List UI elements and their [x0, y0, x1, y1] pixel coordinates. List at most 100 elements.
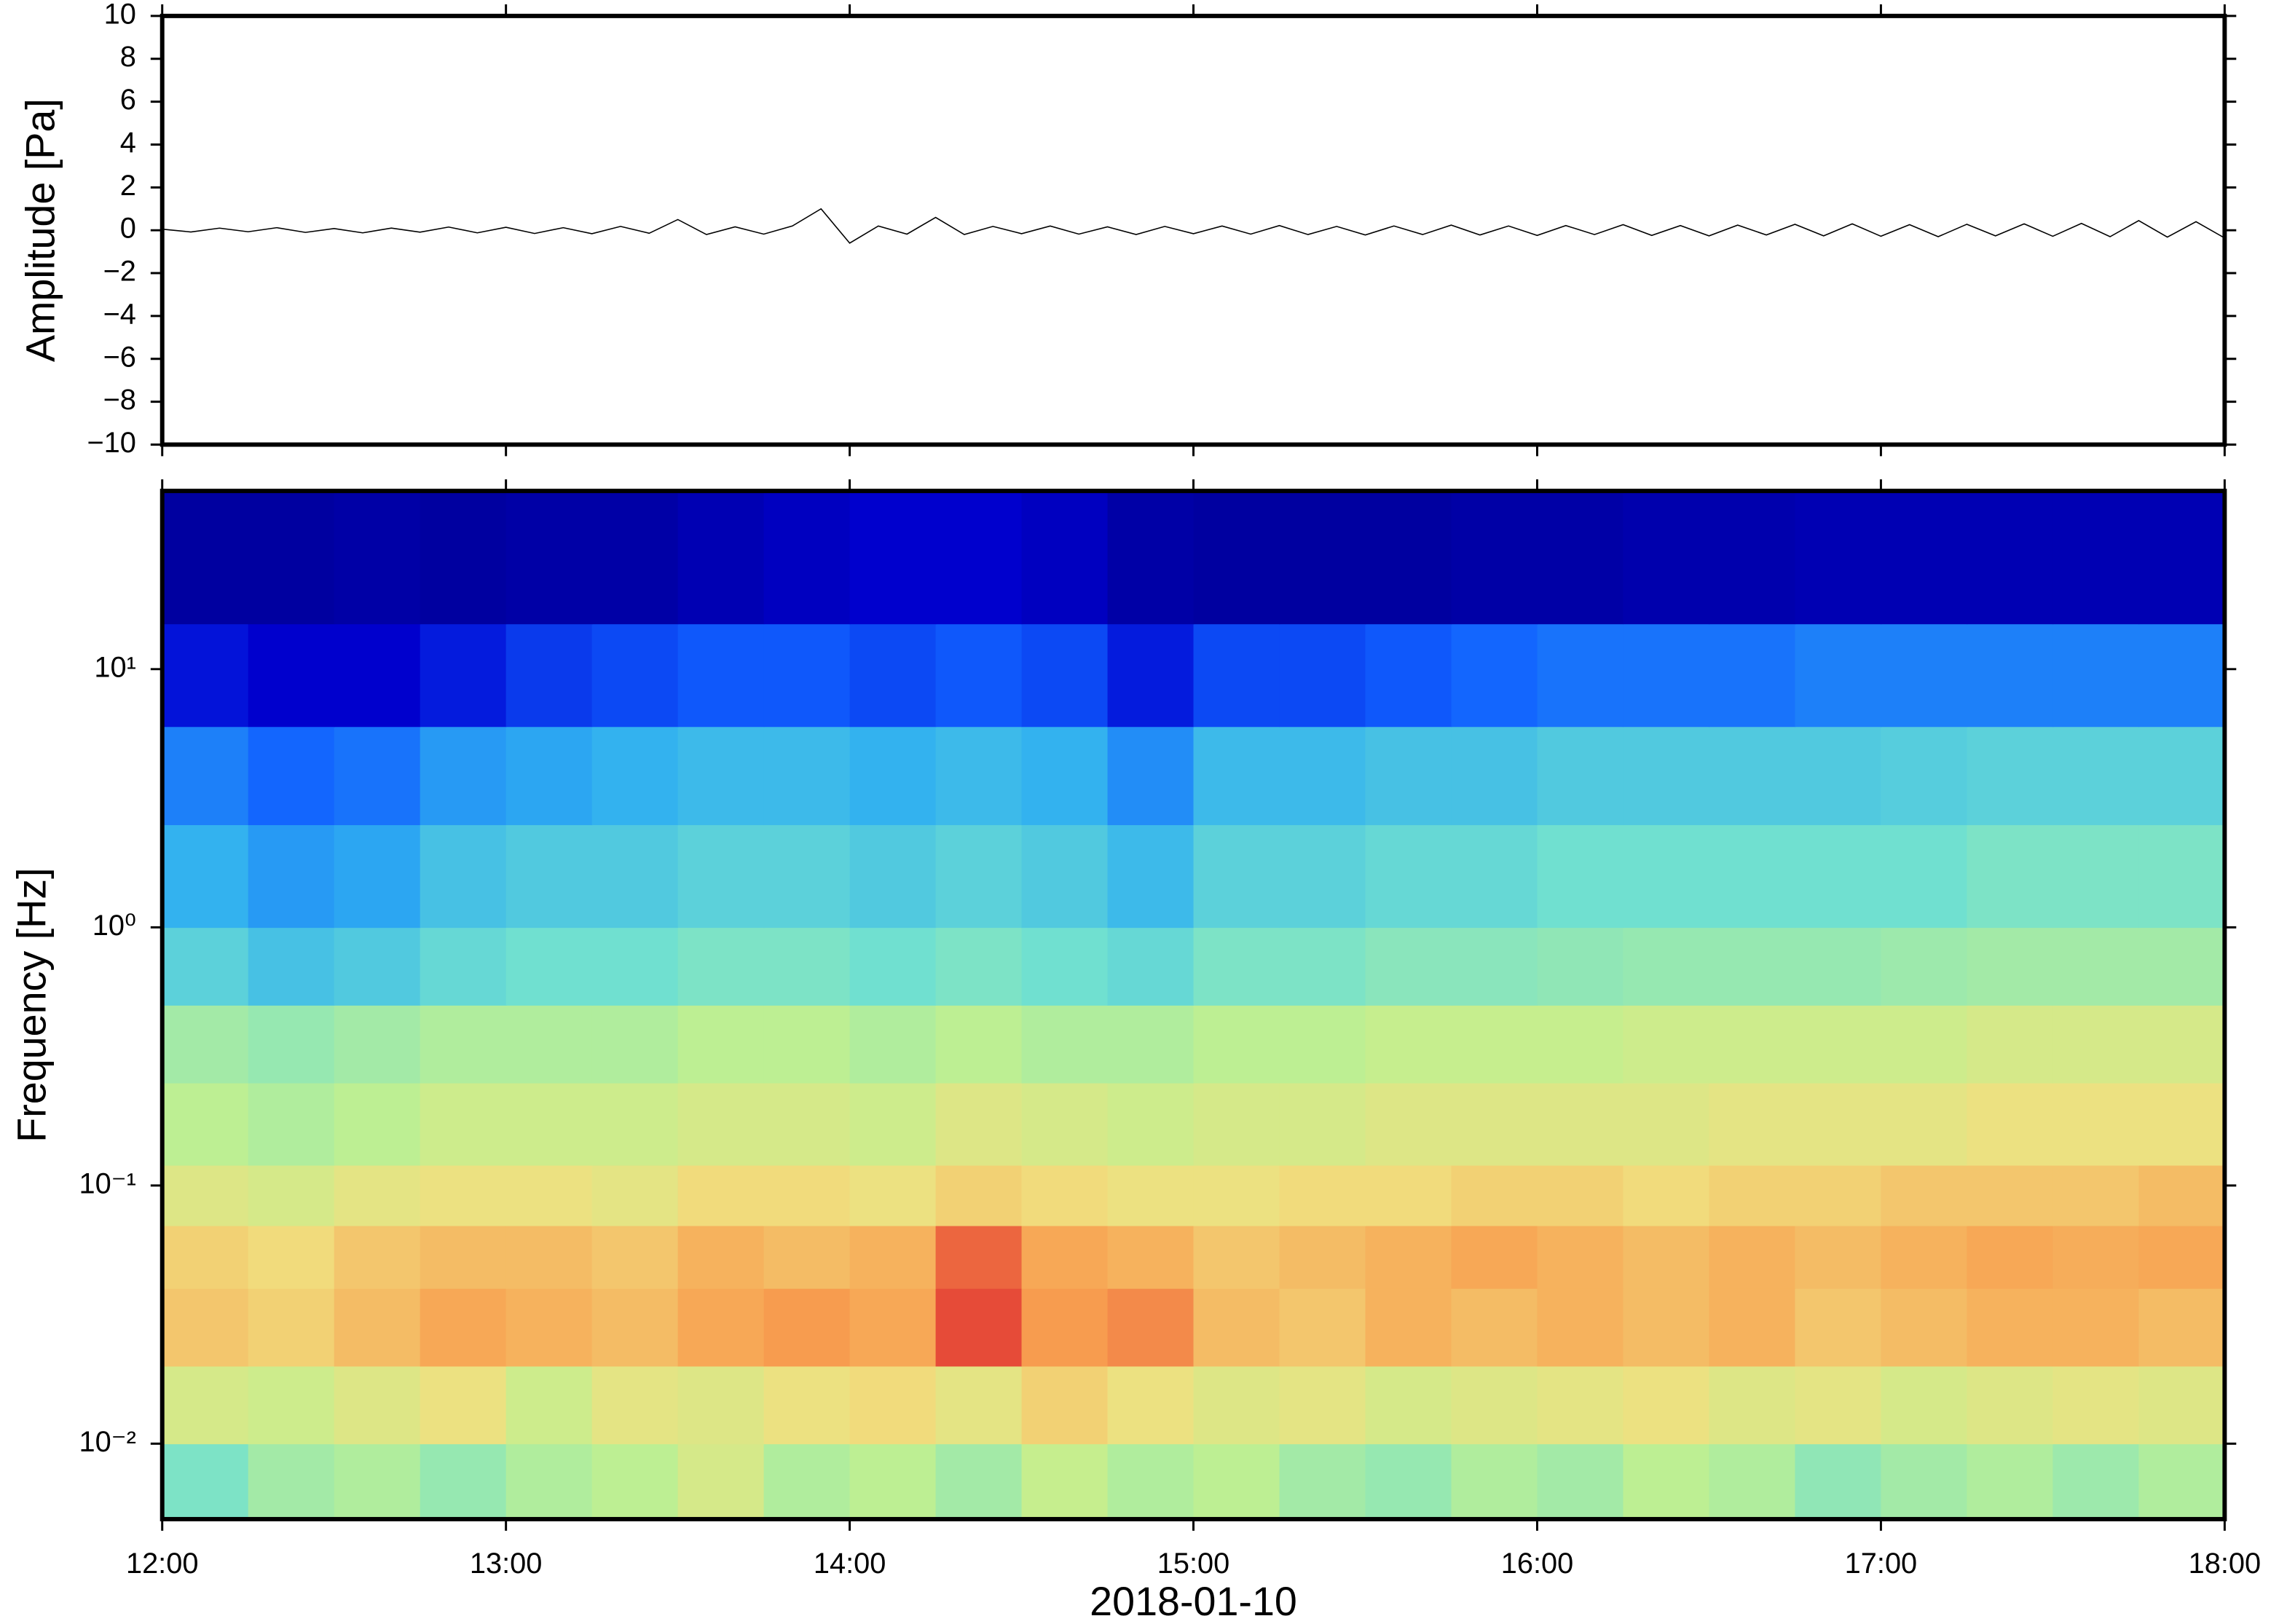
heat-cell	[334, 1164, 421, 1226]
waveform	[162, 208, 2225, 244]
heat-cell	[591, 1082, 679, 1166]
heat-cell	[2138, 1005, 2226, 1084]
heat-cell	[763, 1365, 851, 1445]
heat-cell	[248, 623, 335, 728]
heat-cell	[505, 1225, 593, 1289]
y-tick-label: 10⁻²	[79, 1426, 135, 1458]
heat-cell	[1795, 623, 1882, 728]
x-tick-label: 15:00	[1157, 1548, 1230, 1580]
heat-cell	[591, 1164, 679, 1226]
heat-cell	[1967, 491, 2054, 625]
heat-cell	[420, 623, 507, 728]
heat-cell	[1107, 1164, 1194, 1226]
y-tick-label: −6	[103, 341, 136, 373]
heat-cell	[420, 824, 507, 929]
heat-cell	[1365, 1365, 1452, 1445]
heat-cell	[420, 726, 507, 826]
heat-cell	[677, 1005, 765, 1084]
x-axis-label: 2018-01-10	[1090, 1579, 1297, 1624]
heat-cell	[2138, 623, 2226, 728]
heat-cell	[1623, 623, 1710, 728]
heat-cell	[1279, 1225, 1366, 1289]
heat-cell	[1709, 927, 1796, 1006]
heat-cell	[2052, 491, 2140, 625]
heat-cell	[420, 927, 507, 1006]
heat-cell	[935, 1082, 1023, 1166]
heat-cell	[1107, 1288, 1194, 1367]
heat-cell	[1967, 824, 2054, 929]
heat-cell	[334, 1005, 421, 1084]
heat-cell	[248, 927, 335, 1006]
heat-cell	[505, 1365, 593, 1445]
y-axis-label: Frequency [Hz]	[9, 867, 54, 1142]
heat-cell	[420, 1082, 507, 1166]
heat-cell	[677, 1225, 765, 1289]
heat-cell	[1623, 927, 1710, 1006]
heat-cell	[677, 1082, 765, 1166]
heat-cell	[162, 1005, 249, 1084]
heat-cell	[1709, 824, 1796, 929]
heat-cell	[591, 491, 679, 625]
heat-cell	[1967, 1225, 2054, 1289]
heat-cell	[763, 623, 851, 728]
heat-cell	[849, 1365, 937, 1445]
heat-cell	[505, 1082, 593, 1166]
heat-cell	[1451, 1082, 1538, 1166]
heat-cell	[2138, 1443, 2226, 1520]
heat-cell	[420, 1225, 507, 1289]
heat-cell	[248, 1365, 335, 1445]
plot-layer: −10 −8 −6 −4 −2 0 2 4 6 8 10 10⁻² 10⁻¹ 10⁰ 10¹ 12:00 13:…	[79, 0, 2261, 1580]
heat-cell	[1881, 1164, 1968, 1226]
heat-cell	[1795, 1443, 1882, 1520]
heat-cell	[935, 726, 1023, 826]
heat-cell	[1107, 1082, 1194, 1166]
heat-cell	[591, 1225, 679, 1289]
heat-cell	[1193, 1164, 1280, 1226]
heat-cell	[2052, 1288, 2140, 1367]
heat-cell	[1365, 1005, 1452, 1084]
heat-cell	[1193, 824, 1280, 929]
heat-cell	[2138, 1288, 2226, 1367]
heat-cell	[162, 1443, 249, 1520]
heat-cell	[763, 1225, 851, 1289]
heat-cell	[935, 623, 1023, 728]
heat-cell	[162, 491, 249, 625]
heat-cell	[162, 1164, 249, 1226]
heat-cell	[2052, 1164, 2140, 1226]
heat-cell	[763, 1082, 851, 1166]
heat-cell	[1365, 1288, 1452, 1367]
y-tick-label: 10¹	[94, 651, 135, 683]
heat-cell	[1623, 1288, 1710, 1367]
heat-cell	[2052, 927, 2140, 1006]
heat-cell	[1279, 824, 1366, 929]
heat-cell	[505, 1443, 593, 1520]
y-tick-label: −10	[87, 427, 135, 459]
heat-cell	[1021, 623, 1109, 728]
heat-cell	[334, 726, 421, 826]
heat-cell	[1967, 623, 2054, 728]
heat-cell	[1193, 1005, 1280, 1084]
heat-cell	[505, 1005, 593, 1084]
heat-cell	[1881, 1365, 1968, 1445]
heat-cell	[935, 1288, 1023, 1367]
heat-cell	[1709, 1365, 1796, 1445]
heat-cell	[334, 1082, 421, 1166]
heat-cell	[1279, 1164, 1366, 1226]
heat-cell	[1881, 1225, 1968, 1289]
heat-cell	[1107, 824, 1194, 929]
heat-cell	[1107, 1443, 1194, 1520]
y-tick-label: 10⁻¹	[79, 1167, 135, 1199]
heat-cell	[1795, 726, 1882, 826]
heat-cell	[1365, 1164, 1452, 1226]
heat-cell	[1021, 1225, 1109, 1289]
heat-cell	[677, 824, 765, 929]
heat-cell	[1537, 1164, 1624, 1226]
heat-cell	[1107, 1225, 1194, 1289]
heat-cell	[1451, 491, 1538, 625]
heat-cell	[1451, 1225, 1538, 1289]
heat-cell	[677, 491, 765, 625]
heat-cell	[2138, 927, 2226, 1006]
heat-cell	[591, 1365, 679, 1445]
heat-cell	[677, 927, 765, 1006]
